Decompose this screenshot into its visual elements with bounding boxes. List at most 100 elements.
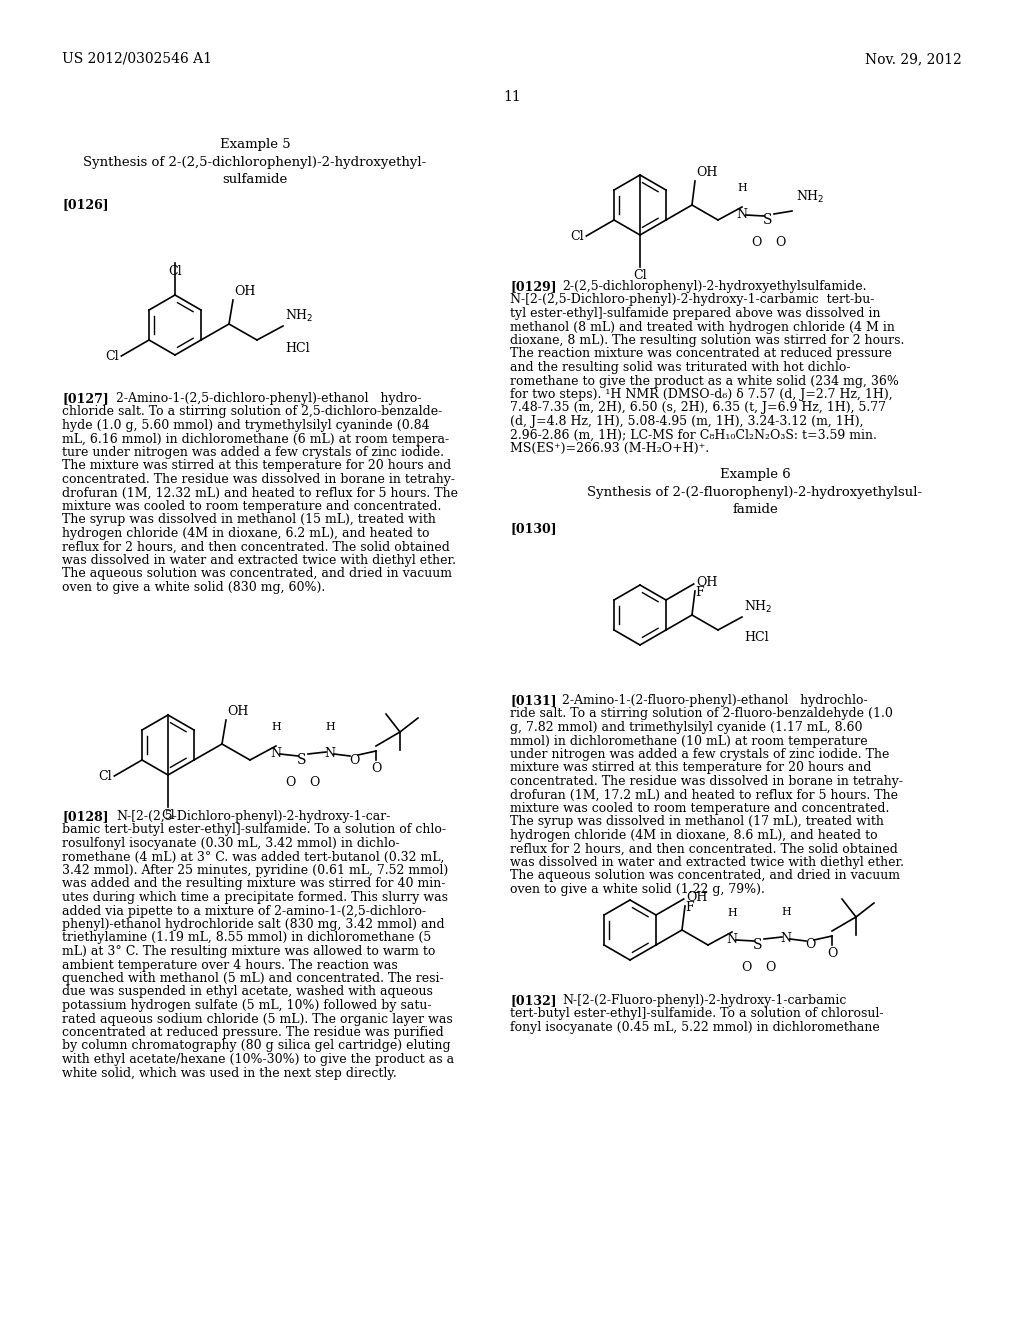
Text: ride salt. To a stirring solution of 2-fluoro-benzaldehyde (1.0: ride salt. To a stirring solution of 2-f… [510, 708, 893, 721]
Text: rosulfonyl isocyanate (0.30 mL, 3.42 mmol) in dichlo-: rosulfonyl isocyanate (0.30 mL, 3.42 mmo… [62, 837, 399, 850]
Text: (d, J=4.8 Hz, 1H), 5.08-4.95 (m, 1H), 3.24-3.12 (m, 1H),: (d, J=4.8 Hz, 1H), 5.08-4.95 (m, 1H), 3.… [510, 414, 863, 428]
Text: OH: OH [227, 705, 249, 718]
Text: [0128]: [0128] [62, 810, 109, 822]
Text: H: H [727, 908, 737, 917]
Text: S: S [754, 939, 763, 952]
Text: The reaction mixture was concentrated at reduced pressure: The reaction mixture was concentrated at… [510, 347, 892, 360]
Text: oven to give a white solid (1.22 g, 79%).: oven to give a white solid (1.22 g, 79%)… [510, 883, 765, 896]
Text: N-[2-(2-Fluoro-phenyl)-2-hydroxy-1-carbamic: N-[2-(2-Fluoro-phenyl)-2-hydroxy-1-carba… [562, 994, 847, 1007]
Text: 7.48-7.35 (m, 2H), 6.50 (s, 2H), 6.35 (t, J=6.9 Hz, 1H), 5.77: 7.48-7.35 (m, 2H), 6.50 (s, 2H), 6.35 (t… [510, 401, 886, 414]
Text: for two steps). ¹H NMR (DMSO-d₆) δ 7.57 (d, J=2.7 Hz, 1H),: for two steps). ¹H NMR (DMSO-d₆) δ 7.57 … [510, 388, 893, 401]
Text: N: N [726, 933, 737, 946]
Text: S: S [763, 213, 773, 227]
Text: hyde (1.0 g, 5.60 mmol) and trymethylsilyl cyaninde (0.84: hyde (1.0 g, 5.60 mmol) and trymethylsil… [62, 418, 430, 432]
Text: H: H [737, 183, 746, 193]
Text: The aqueous solution was concentrated, and dried in vacuum: The aqueous solution was concentrated, a… [510, 870, 900, 883]
Text: reflux for 2 hours, and then concentrated. The solid obtained: reflux for 2 hours, and then concentrate… [510, 842, 898, 855]
Text: F: F [686, 902, 694, 913]
Text: concentrated. The residue was dissolved in borane in tetrahy-: concentrated. The residue was dissolved … [510, 775, 903, 788]
Text: 2-(2,5-dichlorophenyl)-2-hydroxyethylsulfamide.: 2-(2,5-dichlorophenyl)-2-hydroxyethylsul… [562, 280, 866, 293]
Text: g, 7.82 mmol) and trimethylsilyl cyanide (1.17 mL, 8.60: g, 7.82 mmol) and trimethylsilyl cyanide… [510, 721, 862, 734]
Text: oven to give a white solid (830 mg, 60%).: oven to give a white solid (830 mg, 60%)… [62, 581, 326, 594]
Text: mL, 6.16 mmol) in dichloromethane (6 mL) at room tempera-: mL, 6.16 mmol) in dichloromethane (6 mL)… [62, 433, 450, 446]
Text: O: O [285, 776, 295, 789]
Text: F: F [695, 586, 705, 599]
Text: Cl: Cl [633, 269, 647, 282]
Text: HCl: HCl [744, 631, 769, 644]
Text: H: H [781, 907, 791, 917]
Text: OH: OH [233, 285, 255, 298]
Text: OH: OH [686, 891, 708, 904]
Text: fonyl isocyanate (0.45 mL, 5.22 mmol) in dichloromethane: fonyl isocyanate (0.45 mL, 5.22 mmol) in… [510, 1020, 880, 1034]
Text: N-[2-(2,5-Dichloro-phenyl)-2-hydroxy-1-car-: N-[2-(2,5-Dichloro-phenyl)-2-hydroxy-1-c… [116, 810, 390, 822]
Text: methanol (8 mL) and treated with hydrogen chloride (4 M in: methanol (8 mL) and treated with hydroge… [510, 321, 895, 334]
Text: was dissolved in water and extracted twice with diethyl ether.: was dissolved in water and extracted twi… [62, 554, 456, 568]
Text: rated aqueous sodium chloride (5 mL). The organic layer was: rated aqueous sodium chloride (5 mL). Th… [62, 1012, 453, 1026]
Text: quenched with methanol (5 mL) and concentrated. The resi-: quenched with methanol (5 mL) and concen… [62, 972, 443, 985]
Text: drofuran (1M, 12.32 mL) and heated to reflux for 5 hours. The: drofuran (1M, 12.32 mL) and heated to re… [62, 487, 458, 499]
Text: NH$_2$: NH$_2$ [744, 599, 772, 615]
Text: bamic tert-butyl ester-ethyl]-sulfamide. To a solution of chlo-: bamic tert-butyl ester-ethyl]-sulfamide.… [62, 824, 446, 837]
Text: 2.96-2.86 (m, 1H); LC-MS for C₈H₁₀Cl₂N₂O₃S: t=3.59 min.: 2.96-2.86 (m, 1H); LC-MS for C₈H₁₀Cl₂N₂O… [510, 429, 877, 441]
Text: famide: famide [732, 503, 778, 516]
Text: 2-Amino-1-(2-fluoro-phenyl)-ethanol   hydrochlo-: 2-Amino-1-(2-fluoro-phenyl)-ethanol hydr… [562, 694, 867, 708]
Text: chloride salt. To a stirring solution of 2,5-dichloro-benzalde-: chloride salt. To a stirring solution of… [62, 405, 442, 418]
Text: concentrated. The residue was dissolved in borane in tetrahy-: concentrated. The residue was dissolved … [62, 473, 455, 486]
Text: triethylamine (1.19 mL, 8.55 mmol) in dichloromethane (5: triethylamine (1.19 mL, 8.55 mmol) in di… [62, 932, 431, 945]
Text: 2-Amino-1-(2,5-dichloro-phenyl)-ethanol   hydro-: 2-Amino-1-(2,5-dichloro-phenyl)-ethanol … [116, 392, 421, 405]
Text: dioxane, 8 mL). The resulting solution was stirred for 2 hours.: dioxane, 8 mL). The resulting solution w… [510, 334, 904, 347]
Text: O: O [740, 961, 752, 974]
Text: mixture was cooled to room temperature and concentrated.: mixture was cooled to room temperature a… [510, 803, 890, 814]
Text: OH: OH [696, 576, 718, 589]
Text: Example 6: Example 6 [720, 469, 791, 480]
Text: ambient temperature over 4 hours. The reaction was: ambient temperature over 4 hours. The re… [62, 958, 397, 972]
Text: sulfamide: sulfamide [222, 173, 288, 186]
Text: HCl: HCl [285, 342, 309, 355]
Text: tyl ester-ethyl]-sulfamide prepared above was dissolved in: tyl ester-ethyl]-sulfamide prepared abov… [510, 308, 881, 319]
Text: was dissolved in water and extracted twice with diethyl ether.: was dissolved in water and extracted twi… [510, 855, 904, 869]
Text: O: O [775, 236, 785, 249]
Text: N: N [780, 932, 792, 945]
Text: O: O [309, 776, 319, 789]
Text: and the resulting solid was triturated with hot dichlo-: and the resulting solid was triturated w… [510, 360, 851, 374]
Text: utes during which time a precipitate formed. This slurry was: utes during which time a precipitate for… [62, 891, 449, 904]
Text: S: S [297, 752, 307, 767]
Text: N: N [270, 747, 282, 760]
Text: [0131]: [0131] [510, 694, 557, 708]
Text: Cl: Cl [168, 265, 182, 279]
Text: ture under nitrogen was added a few crystals of zinc iodide.: ture under nitrogen was added a few crys… [62, 446, 444, 459]
Text: [0129]: [0129] [510, 280, 557, 293]
Text: 11: 11 [503, 90, 521, 104]
Text: mL) at 3° C. The resulting mixture was allowed to warm to: mL) at 3° C. The resulting mixture was a… [62, 945, 435, 958]
Text: H: H [325, 722, 335, 733]
Text: MS(ES⁺)=266.93 (M-H₂O+H)⁺.: MS(ES⁺)=266.93 (M-H₂O+H)⁺. [510, 442, 710, 455]
Text: N: N [325, 747, 336, 760]
Text: The syrup was dissolved in methanol (17 mL), treated with: The syrup was dissolved in methanol (17 … [510, 816, 884, 829]
Text: [0126]: [0126] [62, 198, 109, 211]
Text: H: H [271, 722, 281, 733]
Text: mixture was stirred at this temperature for 20 hours and: mixture was stirred at this temperature … [510, 762, 871, 775]
Text: O: O [751, 236, 761, 249]
Text: hydrogen chloride (4M in dioxane, 8.6 mL), and heated to: hydrogen chloride (4M in dioxane, 8.6 mL… [510, 829, 878, 842]
Text: potassium hydrogen sulfate (5 mL, 10%) followed by satu-: potassium hydrogen sulfate (5 mL, 10%) f… [62, 999, 431, 1012]
Text: O: O [826, 946, 838, 960]
Text: Cl: Cl [105, 350, 120, 363]
Text: US 2012/0302546 A1: US 2012/0302546 A1 [62, 51, 212, 66]
Text: reflux for 2 hours, and then concentrated. The solid obtained: reflux for 2 hours, and then concentrate… [62, 540, 450, 553]
Text: drofuran (1M, 17.2 mL) and heated to reflux for 5 hours. The: drofuran (1M, 17.2 mL) and heated to ref… [510, 788, 898, 801]
Text: N: N [736, 209, 748, 220]
Text: mixture was cooled to room temperature and concentrated.: mixture was cooled to room temperature a… [62, 500, 441, 513]
Text: was added and the resulting mixture was stirred for 40 min-: was added and the resulting mixture was … [62, 878, 445, 891]
Text: 3.42 mmol). After 25 minutes, pyridine (0.61 mL, 7.52 mmol): 3.42 mmol). After 25 minutes, pyridine (… [62, 865, 449, 876]
Text: O: O [371, 762, 381, 775]
Text: Cl: Cl [570, 230, 585, 243]
Text: Cl: Cl [98, 770, 113, 783]
Text: O: O [349, 754, 359, 767]
Text: Synthesis of 2-(2-fluorophenyl)-2-hydroxyethylsul-: Synthesis of 2-(2-fluorophenyl)-2-hydrox… [588, 486, 923, 499]
Text: romethane to give the product as a white solid (234 mg, 36%: romethane to give the product as a white… [510, 375, 899, 388]
Text: by column chromatography (80 g silica gel cartridge) eluting: by column chromatography (80 g silica ge… [62, 1040, 451, 1052]
Text: mmol) in dichloromethane (10 mL) at room temperature: mmol) in dichloromethane (10 mL) at room… [510, 734, 867, 747]
Text: romethane (4 mL) at 3° C. was added tert-butanol (0.32 mL,: romethane (4 mL) at 3° C. was added tert… [62, 850, 444, 863]
Text: OH: OH [696, 166, 718, 180]
Text: with ethyl acetate/hexane (10%-30%) to give the product as a: with ethyl acetate/hexane (10%-30%) to g… [62, 1053, 454, 1067]
